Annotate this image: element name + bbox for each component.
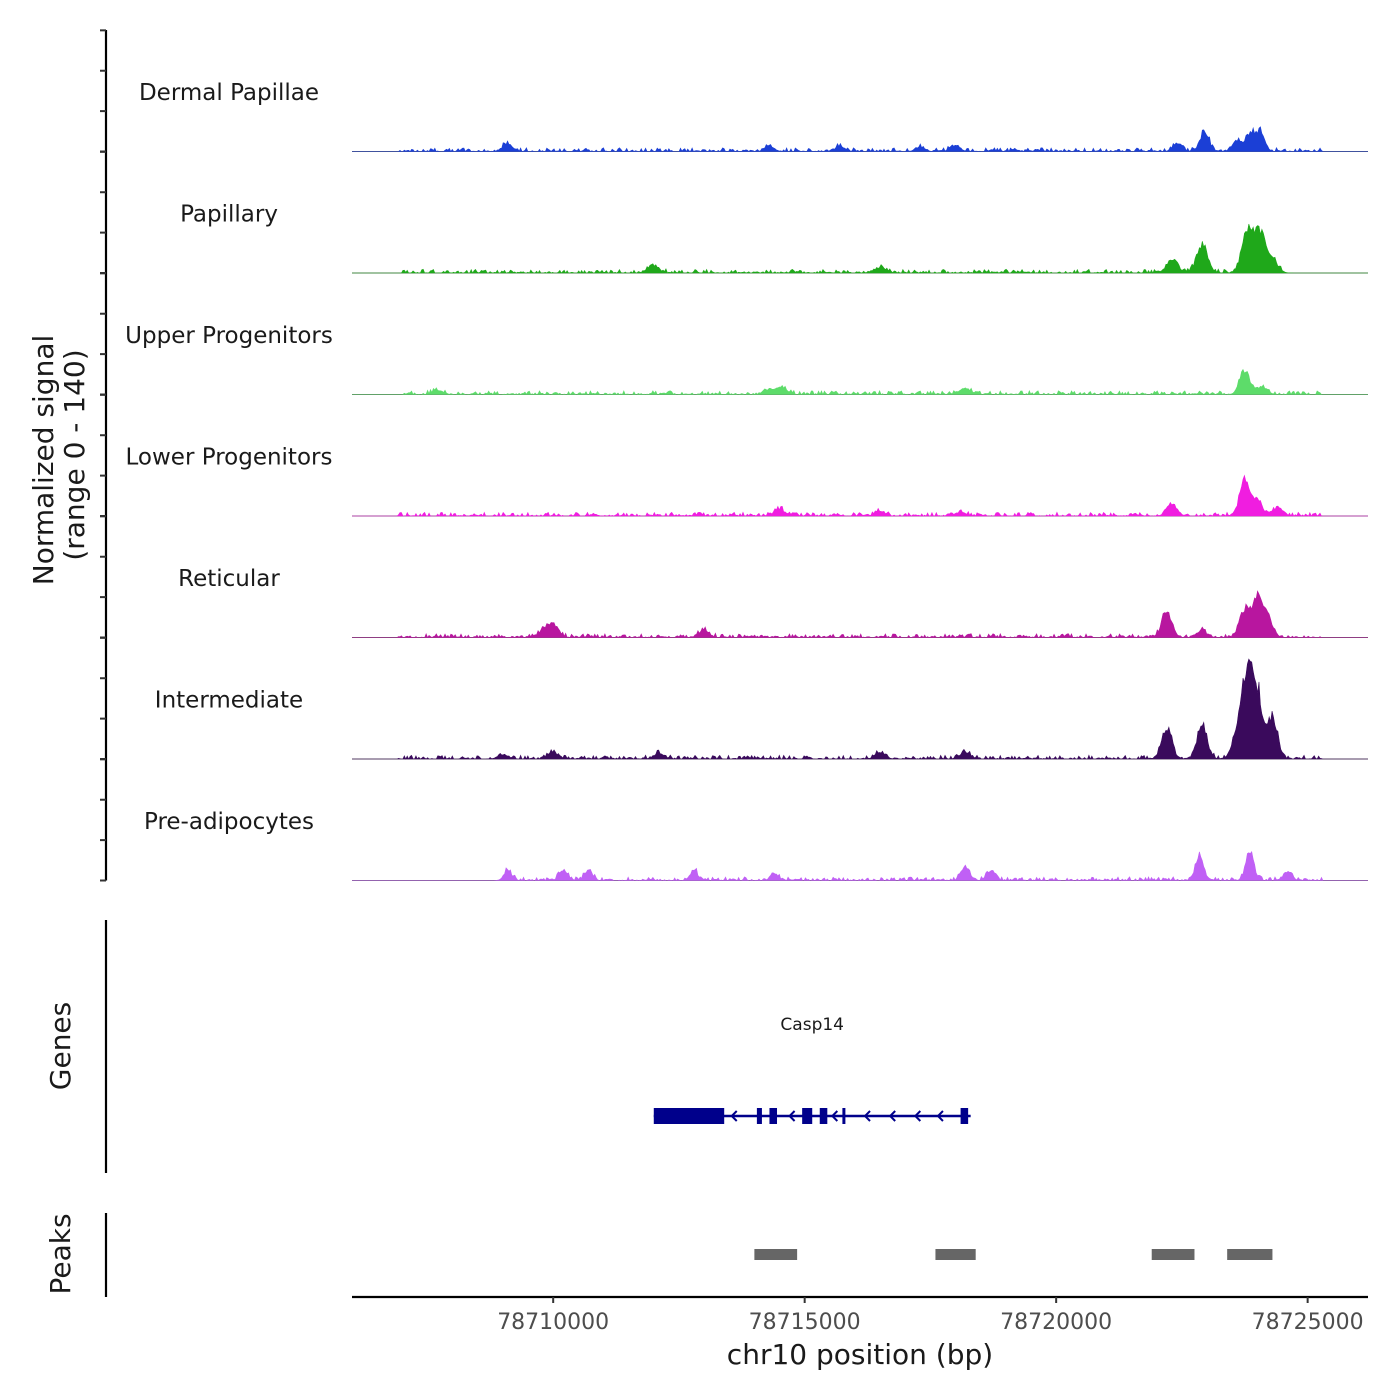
track-label: Reticular <box>178 566 280 592</box>
track-pre-adipocytes: Pre-adipocytes <box>144 809 1368 882</box>
genes-axis-title: Genes <box>44 1002 77 1090</box>
peak-region <box>1227 1249 1273 1260</box>
track-label: Dermal Papillae <box>139 80 319 106</box>
signal-area <box>352 658 1368 760</box>
gene-exon <box>653 1108 725 1124</box>
track-reticular: Reticular <box>178 566 1368 639</box>
tracks-layer: Dermal Papillae Papillary Upper Progenitor… <box>125 80 1368 882</box>
peak-region <box>935 1249 976 1260</box>
track-dermal-papillae: Dermal Papillae <box>139 80 1368 153</box>
y-axis-title-line1: Normalized signal <box>27 335 60 586</box>
peaks-axis-title: Peaks <box>44 1213 77 1294</box>
strand-arrow <box>788 1110 796 1122</box>
gene-exon <box>842 1108 846 1124</box>
x-tick-label: 78715000 <box>749 1310 861 1335</box>
peak-region <box>754 1249 798 1260</box>
gene-exon <box>756 1108 762 1124</box>
track-label: Lower Progenitors <box>126 445 333 471</box>
track-intermediate: Intermediate <box>155 658 1368 760</box>
y-axis-title-line2: (range 0 - 140) <box>58 349 91 560</box>
gene-exon <box>819 1108 828 1124</box>
track-papillary: Papillary <box>180 202 1368 274</box>
x-tick-label: 78725000 <box>1252 1310 1364 1335</box>
text-layer: Normalized signal (range 0 - 140) Genes … <box>27 335 993 1371</box>
strand-arrow <box>863 1110 871 1122</box>
strand-arrow <box>936 1110 944 1122</box>
track-label: Pre-adipocytes <box>144 809 314 835</box>
x-tick-label: 78720000 <box>1000 1310 1112 1335</box>
signal-area <box>352 590 1368 639</box>
strand-arrow <box>888 1110 896 1122</box>
peak-region <box>1151 1249 1195 1260</box>
peak-layer <box>754 1249 1273 1260</box>
strand-arrow <box>913 1110 922 1122</box>
gene-name-label: Casp14 <box>780 1015 844 1035</box>
x-tick-label: 78710000 <box>497 1310 609 1335</box>
gene-exon <box>960 1108 969 1124</box>
strand-arrow <box>830 1110 839 1122</box>
track-label: Upper Progenitors <box>125 323 333 349</box>
signal-area <box>352 223 1368 274</box>
gene-layer: Casp14 <box>653 1015 971 1124</box>
signal-area <box>352 850 1368 882</box>
track-upper-progenitors: Upper Progenitors <box>125 323 1368 396</box>
signal-area <box>352 474 1368 517</box>
signal-area <box>352 126 1368 153</box>
track-lower-progenitors: Lower Progenitors <box>126 445 1368 517</box>
track-label: Intermediate <box>155 688 303 714</box>
strand-arrow <box>730 1110 738 1122</box>
signal-area <box>352 368 1368 396</box>
gene-exon <box>769 1108 778 1124</box>
axes-layer: 78710000 78715000 78720000 78725000 <box>100 29 1368 1335</box>
x-axis-title: chr10 position (bp) <box>727 1338 993 1371</box>
gene-exon <box>802 1108 813 1124</box>
track-label: Papillary <box>180 202 278 228</box>
